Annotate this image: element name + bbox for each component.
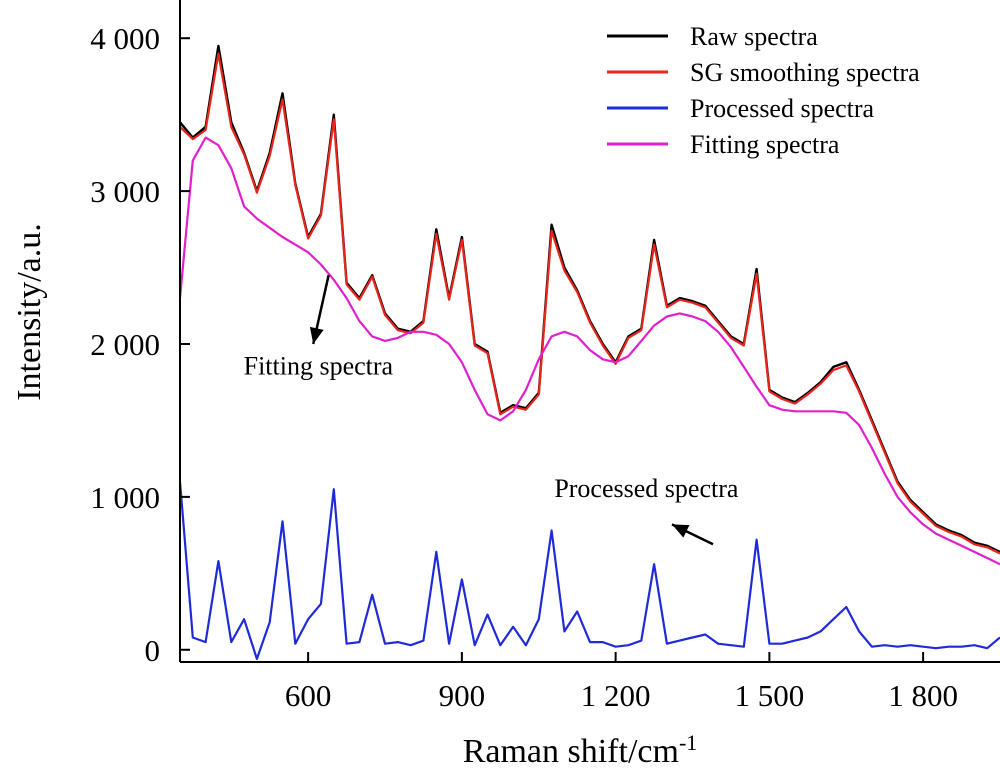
x-tick-label: 1 500 — [735, 678, 805, 713]
annotation-arrowhead — [672, 524, 690, 538]
x-tick-label: 1 800 — [888, 678, 958, 713]
y-tick-label: 0 — [145, 633, 161, 668]
legend-label-processed-spectra: Processed spectra — [690, 94, 875, 123]
series-line-fitting-spectra — [178, 136, 1000, 566]
y-axis-title: Intensity/a.u. — [11, 223, 48, 401]
y-tick-label: 1 000 — [90, 480, 160, 515]
axes-layer — [179, 0, 1000, 663]
series-line-sg-smoothing-spectra — [179, 52, 1000, 555]
y-tick-label: 2 000 — [90, 327, 160, 362]
y-tick-label: 4 000 — [90, 21, 160, 56]
annotation-layer: Fitting spectra Processed spectra — [244, 274, 739, 546]
legend-label-sg-smoothing-spectra: SG smoothing spectra — [690, 58, 920, 87]
annotation-label-processed-spectra: Processed spectra — [554, 474, 739, 503]
x-axis-title: Raman shift/cm-1 — [463, 730, 698, 770]
legend-label-fitting-spectra: Fitting spectra — [690, 130, 840, 159]
ticks-layer: 600 900 1 200 1 500 1 800 0 1 000 2 000 3 000 4 0… — [90, 21, 958, 713]
x-tick-label: 1 200 — [581, 678, 651, 713]
series-layer — [178, 44, 1000, 660]
series-line-processed-spectra — [178, 481, 1000, 660]
annotation-label-fitting-spectra: Fitting spectra — [244, 352, 394, 381]
annotation-arrowhead — [309, 326, 324, 344]
legend-label-raw-spectra: Raw spectra — [690, 22, 818, 51]
x-tick-label: 900 — [439, 678, 486, 713]
x-tick-label: 600 — [285, 678, 332, 713]
legend: Raw spectra SG smoothing spectra Processed… — [607, 22, 920, 159]
y-tick-label: 3 000 — [90, 174, 160, 209]
